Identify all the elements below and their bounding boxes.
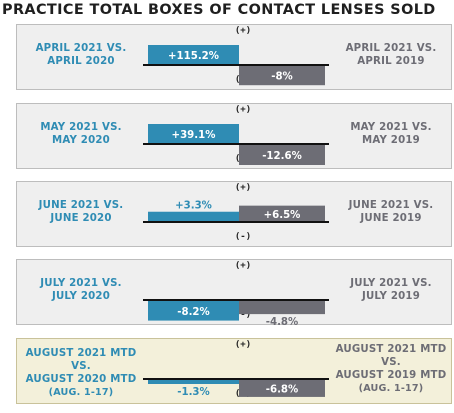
right-bar <box>239 205 325 222</box>
negative-marker: (-) <box>234 232 252 242</box>
left-label-line: APRIL 2020 <box>47 56 115 67</box>
right-comparison-label: JULY 2021 VS. JULY 2019 <box>331 277 451 303</box>
right-label-note: (AUG. 1-17) <box>358 383 424 394</box>
right-label-line: AUGUST 2019 MTD <box>335 370 447 381</box>
right-bar <box>239 380 325 397</box>
left-bar <box>148 211 239 222</box>
right-value-label: -6.8% <box>266 384 298 395</box>
panel-bars: +3.3% +6.5% <box>148 201 325 222</box>
right-value-label: -12.6% <box>262 151 302 162</box>
left-label-line: JUNE 2020 <box>50 213 112 224</box>
left-label-line: APRIL 2021 VS. <box>35 43 127 54</box>
positive-marker: (+) <box>234 183 252 193</box>
positive-marker: (+) <box>234 261 252 271</box>
left-label-line: JULY 2021 VS. <box>40 278 122 289</box>
left-label-line: MAY 2021 VS. <box>40 122 122 133</box>
right-value-label: +6.5% <box>264 210 301 221</box>
zero-axis-line <box>143 143 329 145</box>
panel-bars: -1.3% -6.8% <box>148 380 325 398</box>
comparison-panel: MAY 2021 VS. MAY 2020 MAY 2021 VS. MAY 2019… <box>16 103 452 169</box>
comparison-panel: APRIL 2021 VS. APRIL 2020 APRIL 2021 VS. AP… <box>16 24 452 90</box>
right-label-line: MAY 2021 VS. <box>350 122 432 133</box>
right-label-line: APRIL 2021 VS. <box>345 43 437 54</box>
right-comparison-label: APRIL 2021 VS. APRIL 2019 <box>331 42 451 68</box>
left-bar <box>148 45 239 65</box>
right-label-line: AUGUST 2021 MTD VS. <box>335 344 447 368</box>
zero-axis-line <box>143 378 329 380</box>
left-bar <box>148 380 239 384</box>
right-comparison-label: MAY 2021 VS. MAY 2019 <box>331 121 451 147</box>
chart-title: PRACTICE TOTAL BOXES OF CONTACT LENSES S… <box>2 2 436 18</box>
left-label-note: (AUG. 1-17) <box>48 387 114 398</box>
right-bar <box>239 301 325 315</box>
right-label-line: JULY 2019 <box>361 291 421 302</box>
left-value-label: +39.1% <box>172 130 216 141</box>
left-comparison-label: MAY 2021 VS. MAY 2020 <box>21 121 141 147</box>
left-label-line: AUGUST 2021 MTD VS. <box>25 348 137 372</box>
right-bar <box>239 145 325 165</box>
left-bar <box>148 301 239 321</box>
positive-marker: (+) <box>234 26 252 36</box>
comparison-panel: JULY 2021 VS. JULY 2020 JULY 2021 VS. JULY … <box>16 259 452 328</box>
left-label-line: JULY 2020 <box>51 291 111 302</box>
right-comparison-label: JUNE 2021 VS. JUNE 2019 <box>331 199 451 225</box>
left-label-line: MAY 2020 <box>52 135 110 146</box>
negative-marker: (-) <box>234 310 252 320</box>
right-label-line: JULY 2021 VS. <box>350 278 432 289</box>
left-comparison-label: APRIL 2021 VS. APRIL 2020 <box>21 42 141 68</box>
left-label-line: JUNE 2021 VS. <box>38 200 124 211</box>
left-comparison-label: AUGUST 2021 MTD VS. AUGUST 2020 MTD (AUG. … <box>21 347 141 399</box>
zero-axis-line <box>143 64 329 66</box>
left-value-label: -1.3% <box>177 387 209 398</box>
panel-bars: -8.2% -4.8% <box>148 301 325 328</box>
zero-axis-line <box>143 221 329 223</box>
comparison-panel: JUNE 2021 VS. JUNE 2020 JUNE 2021 VS. JUNE … <box>16 181 452 247</box>
left-value-label: -8.2% <box>177 307 209 318</box>
panel-bars: +115.2% -8% <box>148 45 325 86</box>
right-bar <box>239 66 325 86</box>
right-value-label: -8% <box>271 72 293 83</box>
left-bar <box>148 124 239 144</box>
right-value-label: -4.8% <box>266 317 298 328</box>
right-label-line: JUNE 2019 <box>360 213 422 224</box>
zero-axis-line <box>143 299 329 301</box>
positive-marker: (+) <box>234 340 252 350</box>
right-label-line: MAY 2019 <box>362 135 420 146</box>
right-label-line: APRIL 2019 <box>357 56 425 67</box>
left-value-label: +3.3% <box>175 201 212 212</box>
right-label-line: JUNE 2021 VS. <box>348 200 434 211</box>
panel-bars: +39.1% -12.6% <box>148 124 325 165</box>
positive-marker: (+) <box>234 105 252 115</box>
comparison-panel: AUGUST 2021 MTD VS. AUGUST 2020 MTD (AUG. … <box>16 338 452 404</box>
left-comparison-label: JUNE 2021 VS. JUNE 2020 <box>21 199 141 225</box>
left-comparison-label: JULY 2021 VS. JULY 2020 <box>21 277 141 303</box>
right-comparison-label: AUGUST 2021 MTD VS. AUGUST 2019 MTD (AUG. … <box>331 343 451 395</box>
left-value-label: +115.2% <box>168 51 219 62</box>
left-label-line: AUGUST 2020 MTD <box>25 374 137 385</box>
